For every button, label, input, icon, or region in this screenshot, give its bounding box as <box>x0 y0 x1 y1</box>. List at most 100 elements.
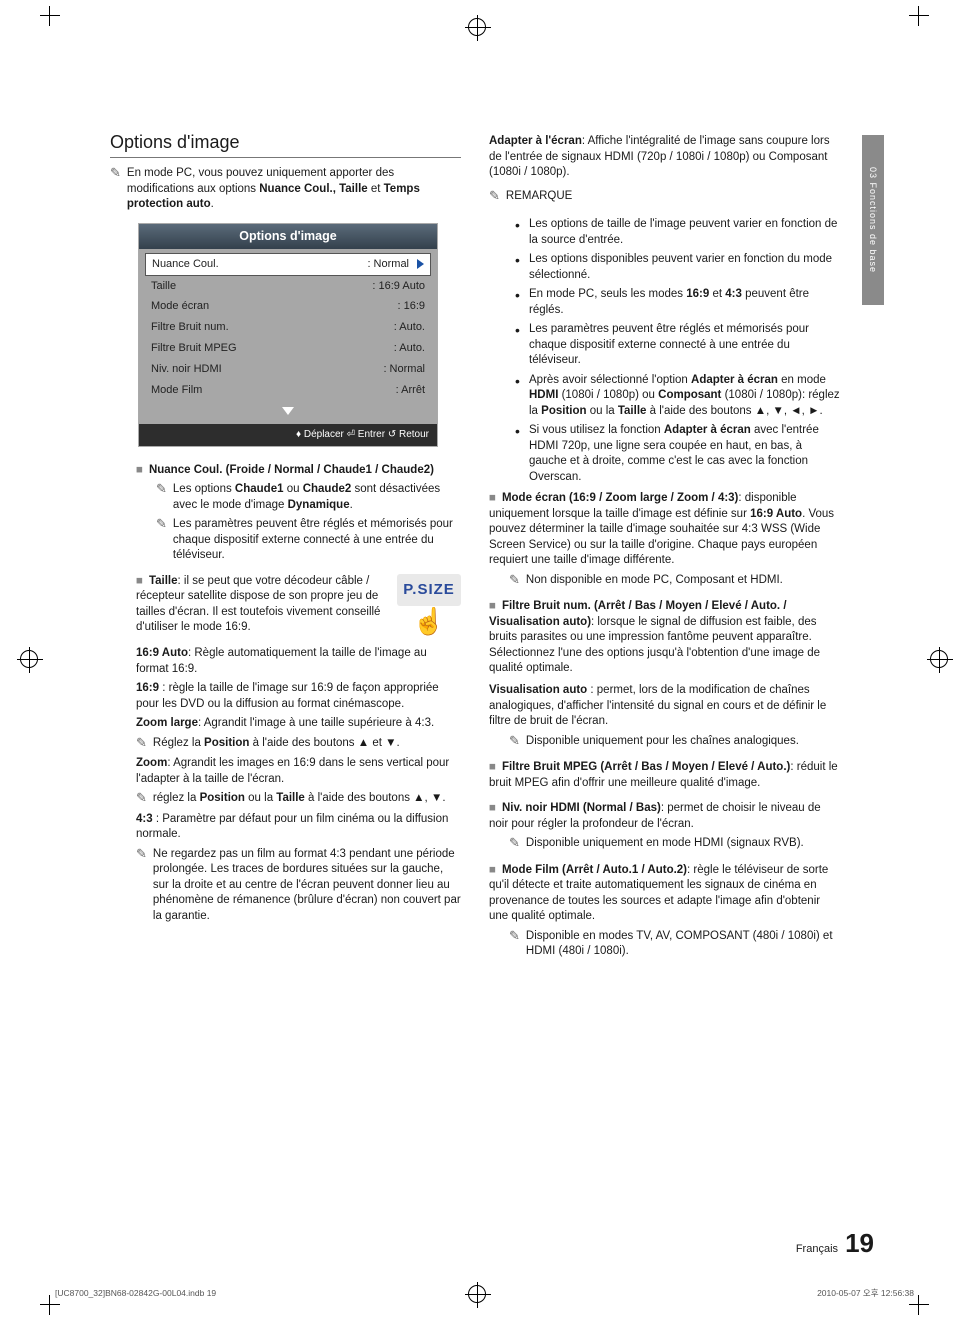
niv-noir-hdmi-section: ■Niv. noir HDMI (Normal / Bas): permet d… <box>489 801 840 853</box>
menu-row-value: : 16:9 <box>397 299 425 314</box>
note-icon <box>509 734 520 751</box>
menu-row-label: Filtre Bruit num. <box>151 320 229 335</box>
nuance-title: Nuance Coul. (Froide / Normal / Chaude1 … <box>149 464 434 476</box>
crop-mark <box>40 6 60 26</box>
menu-row-label: Taille <box>151 279 176 294</box>
note-icon <box>156 517 167 564</box>
taille-section: P.SIZE ☝ ■Taille: il se peut que votre d… <box>136 574 461 925</box>
registration-mark <box>468 18 486 36</box>
filtre-num-note: Disponible uniquement pour les chaînes a… <box>526 734 799 751</box>
remarque-item: Les options disponibles peuvent varier e… <box>515 250 840 285</box>
menu-row: Mode écran : 16:9 <box>145 296 431 317</box>
taille-43: 4:3 : Paramètre par défaut pour un film … <box>136 812 461 843</box>
note-icon <box>156 482 167 513</box>
menu-row-value: : Normal <box>367 257 409 272</box>
remarque-item: Après avoir sélectionné l'option Adapter… <box>515 371 840 422</box>
square-bullet-icon: ■ <box>136 464 143 476</box>
menu-row: Niv. noir HDMI : Normal <box>145 359 431 380</box>
adapter-ecran: Adapter à l'écran: Affiche l'intégralité… <box>489 134 840 181</box>
square-bullet-icon: ■ <box>489 864 496 876</box>
note-icon <box>509 573 520 590</box>
remarque-list: Les options de taille de l'image peuvent… <box>515 215 840 487</box>
mode-film-section: ■Mode Film (Arrêt / Auto.1 / Auto.2): rè… <box>489 863 840 960</box>
menu-row: Filtre Bruit MPEG : Auto. <box>145 338 431 359</box>
remarque-item: Si vous utilisez la fonction Adapter à é… <box>515 421 840 487</box>
psize-remote-hint: P.SIZE ☝ <box>397 574 461 634</box>
filtre-num-visu: Visualisation auto : permet, lors de la … <box>489 683 840 730</box>
menu-body: Nuance Coul. : NormalTaille : 16:9 AutoM… <box>139 249 437 403</box>
menu-row-value: : Normal <box>383 362 425 377</box>
remarque-item: En mode PC, seuls les modes 16:9 et 4:3 … <box>515 285 840 320</box>
menu-footer: ♦ Déplacer ⏎ Entrer ↺ Retour <box>139 424 437 446</box>
taille-zoomlarge-note: Réglez la Position à l'aide des boutons … <box>153 736 400 753</box>
options-menu: Options d'image Nuance Coul. : NormalTai… <box>138 223 438 447</box>
square-bullet-icon: ■ <box>489 761 496 773</box>
hand-pointer-icon: ☝ <box>397 608 461 634</box>
square-bullet-icon: ■ <box>489 492 496 504</box>
taille-zoomlarge: Zoom large: Agrandit l'image à une taill… <box>136 716 461 732</box>
remarque-item: Les paramètres peuvent être réglés et mé… <box>515 320 840 371</box>
nuance-note-1: Les options Chaude1 ou Chaude2 sont désa… <box>173 482 461 513</box>
nuance-note-2: Les paramètres peuvent être réglés et mé… <box>173 517 461 564</box>
page-num-value: 19 <box>845 1228 874 1258</box>
taille-zoom: Zoom: Agrandit les images en 16:9 dans l… <box>136 756 461 787</box>
registration-mark <box>468 1285 486 1303</box>
menu-header: Options d'image <box>139 224 437 249</box>
menu-row-label: Nuance Coul. <box>152 257 219 272</box>
filtre-mpeg-title: Filtre Bruit MPEG (Arrêt / Bas / Moyen /… <box>502 761 790 773</box>
niv-noir-title: Niv. noir HDMI (Normal / Bas) <box>502 802 661 814</box>
filtre-bruit-mpeg-section: ■ Filtre Bruit MPEG (Arrêt / Bas / Moyen … <box>489 760 840 791</box>
menu-row-label: Niv. noir HDMI <box>151 362 222 377</box>
note-icon <box>489 189 500 206</box>
note-icon <box>110 166 121 183</box>
menu-row: Taille : 16:9 Auto <box>145 276 431 297</box>
registration-mark <box>930 650 948 668</box>
note-icon <box>509 836 520 853</box>
mode-film-title: Mode Film (Arrêt / Auto.1 / Auto.2) <box>502 864 687 876</box>
square-bullet-icon: ■ <box>136 575 143 587</box>
menu-row-label: Mode écran <box>151 299 209 314</box>
crop-mark <box>909 6 929 26</box>
intro-note: En mode PC, vous pouvez uniquement appor… <box>110 166 461 213</box>
psize-label: P.SIZE <box>397 574 461 606</box>
note-icon <box>136 847 147 925</box>
remarque-header: REMARQUE <box>489 189 840 206</box>
square-bullet-icon: ■ <box>489 802 496 814</box>
note-icon <box>136 736 147 753</box>
taille-title: Taille <box>149 575 178 587</box>
filtre-bruit-num-section: ■Filtre Bruit num. (Arrêt / Bas / Moyen … <box>489 599 840 750</box>
niv-noir-note: Disponible uniquement en mode HDMI (sign… <box>526 836 804 853</box>
footer-timestamp: 2010-05-07 오후 12:56:38 <box>817 1288 914 1299</box>
menu-row-value: : 16:9 Auto <box>372 279 425 294</box>
page-lang: Français <box>796 1243 838 1255</box>
mode-ecran-title: Mode écran (16:9 / Zoom large / Zoom / 4… <box>502 492 738 504</box>
footer-filename: [UC8700_32]BN68-02842G-00L04.indb 19 <box>55 1288 216 1299</box>
intro-note-text: En mode PC, vous pouvez uniquement appor… <box>127 166 461 213</box>
menu-row-value: : Auto. <box>394 320 425 335</box>
mode-ecran-section: ■ Mode écran (16:9 / Zoom large / Zoom / … <box>489 491 840 589</box>
menu-row: Mode Film : Arrêt <box>145 380 431 401</box>
note-icon <box>136 791 147 808</box>
taille-43-note: Ne regardez pas un film au format 4:3 pe… <box>153 847 461 925</box>
registration-mark <box>20 650 38 668</box>
menu-row-label: Filtre Bruit MPEG <box>151 341 237 356</box>
taille-169auto: 16:9 Auto: Règle automatiquement la tail… <box>136 646 461 677</box>
note-icon <box>509 929 520 960</box>
mode-film-note: Disponible en modes TV, AV, COMPOSANT (4… <box>526 929 840 960</box>
mode-ecran-note: Non disponible en mode PC, Composant et … <box>526 573 783 590</box>
menu-row-label: Mode Film <box>151 383 202 398</box>
menu-row-value: : Arrêt <box>396 383 425 398</box>
nuance-coul-section: ■ Nuance Coul. (Froide / Normal / Chaude1… <box>136 463 461 564</box>
remarque-item: Les options de taille de l'image peuvent… <box>515 215 840 250</box>
menu-row: Nuance Coul. : Normal <box>145 253 431 276</box>
taille-169: 16:9 : règle la taille de l'image sur 16… <box>136 681 461 712</box>
menu-row-value: : Auto. <box>394 341 425 356</box>
square-bullet-icon: ■ <box>489 600 496 612</box>
page-number: Français 19 <box>796 1226 874 1261</box>
chapter-tab: 03 Fonctions de base <box>862 135 884 305</box>
menu-more-indicator <box>139 403 437 425</box>
remarque-label: REMARQUE <box>506 189 572 205</box>
taille-zoom-note: réglez la Position ou la Taille à l'aide… <box>153 791 446 808</box>
section-title: Options d'image <box>110 130 461 158</box>
chevron-down-icon <box>282 407 294 415</box>
